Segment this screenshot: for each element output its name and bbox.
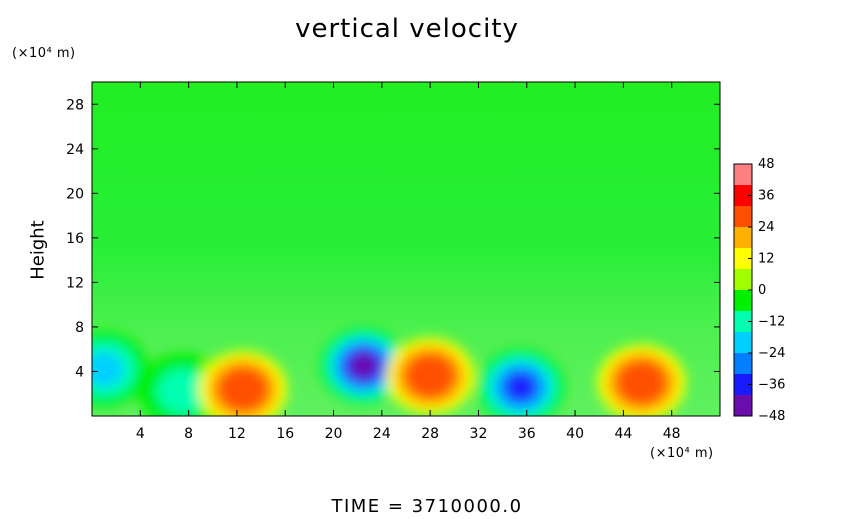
y-tick-label-28: 28 [66,97,84,113]
velocity-level-6-3 [624,367,659,399]
colorbar-label--24: −24 [758,346,785,361]
x-axis-unit-label: (×10⁴ m) [650,446,714,461]
colorbar-swatch-11 [734,164,752,185]
y-tick-label-8: 8 [75,320,84,336]
colorbar-swatch-3 [734,332,752,353]
x-tick-label-12: 12 [228,426,246,442]
velocity-cell-4 [386,337,475,414]
velocity-level-3-5 [349,352,378,379]
colorbar-label--48: −48 [758,409,785,424]
y-tick-label-4: 4 [75,364,84,380]
chart-title: vertical velocity [295,14,519,44]
colorbar-swatch-7 [734,248,752,269]
x-tick-label-36: 36 [518,426,536,442]
velocity-level-0-2 [92,351,125,388]
colorbar-label-36: 36 [758,189,775,204]
y-tick-label-24: 24 [66,142,84,158]
colorbar-swatch-4 [734,311,752,332]
colorbar-label-0: 0 [758,283,766,298]
plot-frame [91,81,721,417]
colorbar-label--12: −12 [758,315,785,330]
colorbar-swatch-8 [734,227,752,248]
colorbar-label--36: −36 [758,378,785,393]
velocity-level-1-1 [156,368,209,415]
colorbar-swatch-1 [734,374,752,395]
x-tick-label-40: 40 [566,426,584,442]
velocity-cell-5 [476,349,565,416]
colorbar-swatch-10 [734,185,752,206]
velocity-cell-0 [92,331,149,408]
x-tick-label-48: 48 [663,426,681,442]
plot-area [92,82,720,416]
x-tick-label-24: 24 [373,426,391,442]
colorbar-label-12: 12 [758,252,775,267]
time-footer: TIME = 3710000.0 [331,496,523,517]
y-axis-unit-label: (×10⁴ m) [12,46,76,61]
x-tick-label-32: 32 [470,426,488,442]
velocity-cell-2 [198,351,287,416]
velocity-level-2-3 [225,373,260,405]
colorbar-swatch-5 [734,290,752,311]
colorbar-swatch-6 [734,269,752,290]
velocity-cell-6 [597,344,686,416]
colorbar-swatch-2 [734,353,752,374]
colorbar-label-24: 24 [758,220,775,235]
velocity-level-5-4 [505,373,536,402]
x-tick-label-44: 44 [614,426,632,442]
colorbar-swatch-9 [734,206,752,227]
colorbar-label-48: 48 [758,157,775,172]
x-tick-label-4: 4 [136,426,145,442]
y-tick-label-20: 20 [66,186,84,202]
y-tick-label-12: 12 [66,275,84,291]
x-tick-label-16: 16 [276,426,294,442]
y-tick-label-16: 16 [66,231,84,247]
velocity-level-4-3 [413,360,448,392]
x-tick-label-20: 20 [325,426,343,442]
x-tick-label-28: 28 [421,426,439,442]
x-tick-label-8: 8 [184,426,193,442]
velocity-cell-3 [319,327,408,404]
colorbar-swatch-0 [734,395,752,416]
